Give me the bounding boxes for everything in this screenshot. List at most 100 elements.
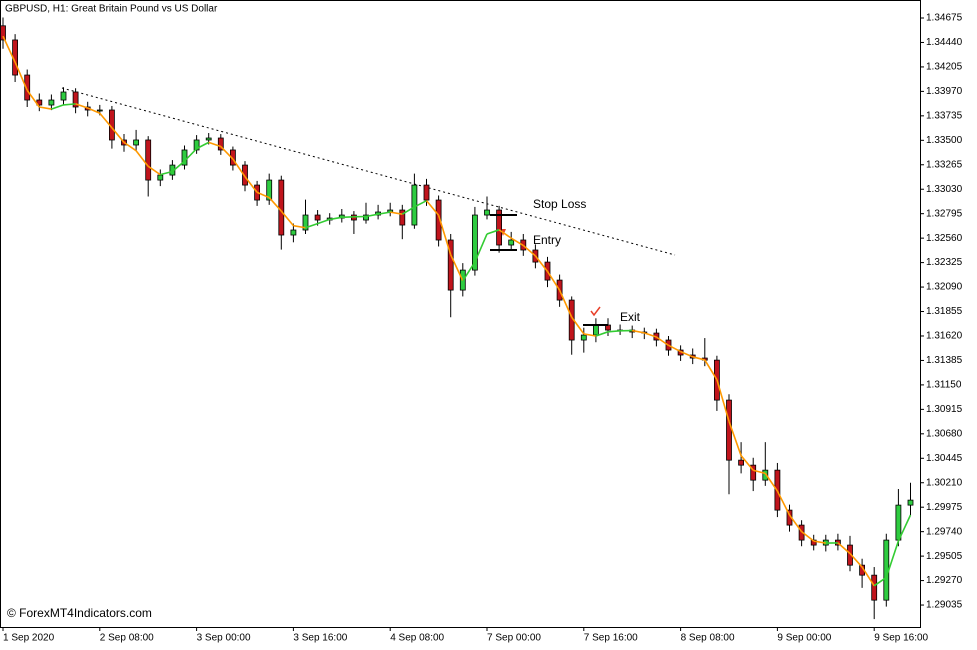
ma-segment [377,211,391,215]
candle-body [726,399,732,461]
ma-segment [232,158,246,178]
x-tick-label: 2 Sep 08:00 [100,633,154,644]
y-tick-label: 1.33030 [926,184,963,195]
y-tick-label: 1.32795 [926,208,963,219]
ma-segment [111,127,125,143]
ma-segment [583,333,597,337]
y-tick-label: 1.33265 [926,159,963,170]
candle-body [72,91,79,108]
ma-segment [716,379,730,422]
y-tick-label: 1.31620 [926,331,963,342]
y-tick-label: 1.33735 [926,110,963,121]
ma-segment [546,271,561,291]
ma-segment [837,542,851,555]
candle-body [871,574,878,601]
candle-body [580,334,587,341]
y-tick-label: 1.29035 [926,600,963,611]
ma-segment [401,206,415,215]
ma-segment [196,141,210,150]
candle-body [363,214,369,221]
candle-body [266,179,273,201]
candle-body [24,74,31,101]
ma-segment [390,211,403,215]
plot-frame [0,0,921,628]
candle-body [96,109,103,112]
ma-segment [885,540,900,578]
candle-body [205,137,212,141]
ma-segment [607,329,621,333]
trend-line [61,87,676,256]
x-tick-label: 3 Sep 16:00 [293,633,347,644]
ma-segment [63,103,76,106]
y-tick-label: 1.31150 [926,380,962,391]
y-tick-label: 1.29975 [926,502,963,513]
ma-segment [813,540,826,544]
x-tick-label: 8 Sep 08:00 [681,633,735,644]
y-tick-label: 1.34205 [926,62,963,73]
exit-check [590,306,601,317]
y-tick-label: 1.31855 [926,306,963,317]
ma-segment [87,107,101,114]
ma-segment [208,141,222,148]
ma-segment [680,350,694,358]
ma-segment [801,531,815,542]
ma-segment [644,332,657,338]
ma-segment [183,148,198,162]
ma-segment [268,197,282,212]
ma-segment [498,229,512,239]
ma-segment [220,145,234,160]
y-tick-label: 1.32090 [926,282,963,293]
ma-segment [14,61,28,91]
candle-body [907,499,914,506]
ma-segment [571,316,585,335]
ma-segment [244,176,258,193]
y-tick-label: 1.30680 [926,428,963,439]
watermark: © ForexMT4Indicators.com [7,606,152,620]
ma-segment [414,199,427,208]
y-tick-label: 1.32325 [926,257,963,268]
ma-segment [486,229,500,235]
candle-body [387,209,394,213]
candle-body [399,209,406,226]
ma-segment [668,344,681,353]
ma-segment [704,359,718,381]
x-tick-label: 7 Sep 16:00 [584,633,638,644]
ma-segment [99,112,113,129]
ma-segment [341,216,354,219]
ma-segment [147,165,161,176]
level-label: Entry [533,233,561,247]
candle-body [133,139,140,146]
ma-segment [522,244,536,257]
ma-segment [632,329,645,334]
ma-segment [135,150,149,167]
ma-segment [329,216,342,221]
ma-segment [655,336,669,347]
candle-body [762,469,769,481]
y-tick-label: 1.29740 [926,526,963,537]
candle-body [508,239,515,246]
ma-segment [256,191,270,199]
ma-segment [51,104,64,110]
candle-body [193,139,200,151]
x-tick-label: 9 Sep 00:00 [777,633,831,644]
ma-segment [39,106,52,110]
ma-segment [776,490,791,516]
y-tick-label: 1.29270 [926,575,963,586]
ma-segment [462,261,476,282]
ma-segment [728,421,742,456]
ma-segment [293,224,306,229]
ma-segment [123,141,137,152]
ma-segment [692,356,705,361]
ma-segment [873,576,887,587]
y-tick-label: 1.31385 [926,355,963,366]
ma-segment [75,103,88,109]
y-tick-label: 1.30915 [926,404,963,415]
candle-body [314,214,321,221]
y-tick-label: 1.30445 [926,453,963,464]
candle-body [278,179,285,236]
candle-body [750,464,757,481]
ma-segment [510,237,524,247]
ma-segment [160,170,173,176]
ma-segment [437,215,452,256]
